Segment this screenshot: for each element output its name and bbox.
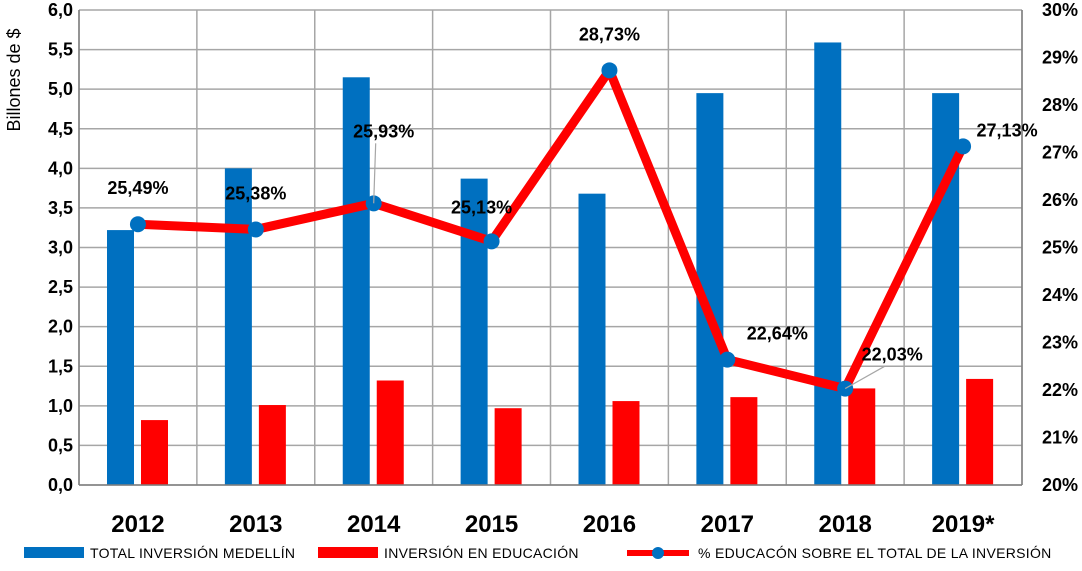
y-tick-label: 1,0 bbox=[48, 396, 73, 416]
bar-education bbox=[848, 388, 876, 485]
y-tick-label: 4,5 bbox=[48, 119, 73, 139]
bar-total bbox=[342, 77, 370, 486]
percent-series-line bbox=[133, 65, 968, 394]
y-tick-label: 0,0 bbox=[48, 475, 73, 495]
y2-tick-label: 21% bbox=[1042, 428, 1078, 448]
percent-point bbox=[955, 138, 972, 155]
legend: TOTAL INVERSIÓN MEDELLÍN INVERSIÓN EN EDU… bbox=[24, 545, 1052, 561]
label-leader-line bbox=[844, 366, 885, 390]
y-tick-label: 0,5 bbox=[48, 435, 73, 455]
y2-tick-label: 27% bbox=[1042, 143, 1078, 163]
y2-tick-label: 25% bbox=[1042, 238, 1078, 258]
x-category-label: 2014 bbox=[347, 511, 401, 538]
percent-data-label: 25,38% bbox=[225, 183, 286, 203]
percent-data-label: 25,93% bbox=[353, 121, 414, 141]
y-tick-label: 3,5 bbox=[48, 198, 73, 218]
gridlines bbox=[78, 9, 1023, 486]
data-labels: 25,49% 25,38% 25,93% 25,13% 28,73% 22,64% 22,0… bbox=[107, 24, 1037, 364]
bar-education bbox=[730, 397, 758, 485]
y-tick-label: 5,0 bbox=[48, 79, 73, 99]
bar-education bbox=[612, 401, 640, 485]
y-tick-label: 2,0 bbox=[48, 317, 73, 337]
percent-point bbox=[601, 62, 618, 79]
y2-tick-label: 30% bbox=[1042, 0, 1078, 20]
bar-total bbox=[224, 168, 252, 486]
x-category-label: 2012 bbox=[111, 511, 164, 538]
legend-label-education: INVERSIÓN EN EDUCACIÓN bbox=[384, 545, 579, 561]
label-leaders bbox=[373, 143, 885, 390]
y-tick-label: 6,0 bbox=[48, 0, 73, 20]
bar-total bbox=[932, 93, 960, 485]
percent-data-label: 22,64% bbox=[747, 324, 808, 344]
x-category-label: 2015 bbox=[465, 511, 518, 538]
y-tick-label: 1,5 bbox=[48, 356, 73, 376]
y-tick-label: 5,5 bbox=[48, 40, 73, 60]
legend-label-total: TOTAL INVERSIÓN MEDELLÍN bbox=[90, 545, 295, 561]
bar-education bbox=[141, 420, 168, 485]
bar-education bbox=[258, 405, 286, 485]
percent-data-label: 25,49% bbox=[107, 178, 168, 198]
y2-tick-label: 22% bbox=[1042, 380, 1078, 400]
y2-tick-label: 24% bbox=[1042, 285, 1078, 305]
percent-point bbox=[129, 216, 146, 233]
bars bbox=[107, 42, 994, 486]
percent-point bbox=[719, 351, 736, 368]
legend-swatch-percent-marker bbox=[652, 547, 664, 559]
bar-education bbox=[494, 408, 522, 485]
x-category-label: 2017 bbox=[701, 511, 754, 538]
bar-total bbox=[814, 42, 842, 485]
percent-point bbox=[247, 221, 264, 238]
x-category-label: 2019* bbox=[932, 511, 995, 538]
x-category-label: 2018 bbox=[818, 511, 871, 538]
y-tick-label: 4,0 bbox=[48, 158, 73, 178]
bar-total bbox=[107, 230, 134, 485]
bar-education bbox=[966, 378, 994, 485]
bar-total bbox=[460, 178, 488, 485]
x-category-label: 2016 bbox=[583, 511, 636, 538]
y-tick-label: 3,0 bbox=[48, 238, 73, 258]
y2-tick-label: 28% bbox=[1042, 95, 1078, 115]
y2-tick-label: 26% bbox=[1042, 190, 1078, 210]
x-category-label: 2013 bbox=[229, 511, 282, 538]
tick-labels: 0,0 0,5 1,0 1,5 2,0 2,5 3,0 3,5 4,0 4,5 5,0 5,5 6,0 2… bbox=[48, 0, 1078, 538]
y-tick-label: 2,5 bbox=[48, 277, 73, 297]
legend-label-percent: % EDUCACÓN SOBRE EL TOTAL DE LA INVERSIÓ… bbox=[698, 545, 1052, 561]
percent-data-label: 27,13% bbox=[977, 120, 1038, 140]
percent-data-label: 28,73% bbox=[579, 24, 640, 44]
bar-education bbox=[376, 380, 404, 485]
y2-tick-label: 29% bbox=[1042, 48, 1078, 68]
bar-total bbox=[578, 193, 606, 485]
axes bbox=[78, 10, 1023, 486]
legend-swatch-education bbox=[318, 547, 378, 558]
percent-data-label: 22,03% bbox=[862, 345, 923, 365]
percent-data-label: 25,13% bbox=[451, 197, 512, 217]
y2-tick-label: 23% bbox=[1042, 333, 1078, 353]
y2-tick-label: 20% bbox=[1042, 475, 1078, 495]
label-leader-line bbox=[373, 143, 377, 204]
y-axis-title: Billones de $ bbox=[4, 28, 24, 131]
legend-swatch-total bbox=[24, 547, 84, 558]
percent-point bbox=[483, 233, 500, 250]
